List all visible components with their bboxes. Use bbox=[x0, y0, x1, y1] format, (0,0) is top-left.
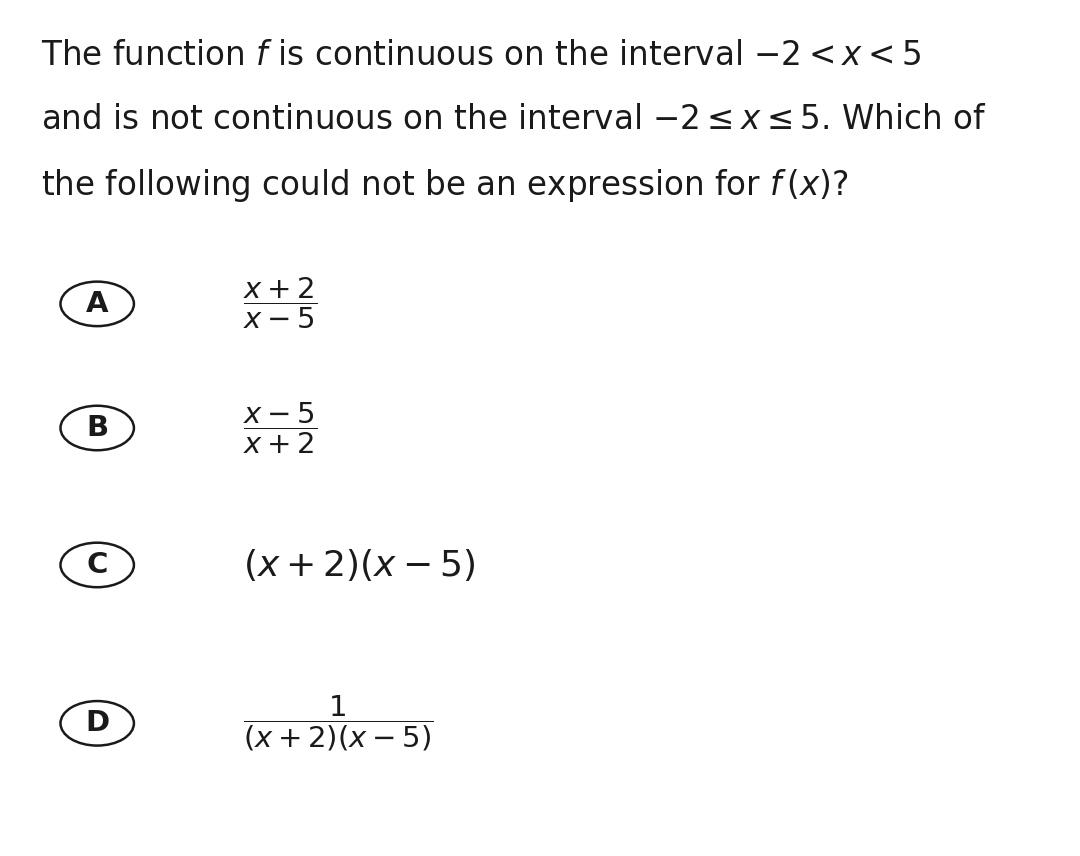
Text: and is not continuous on the interval $-2 \leq x \leq 5$. Which of: and is not continuous on the interval $-… bbox=[41, 103, 986, 136]
Text: $(x+2)(x-5)$: $(x+2)(x-5)$ bbox=[243, 547, 475, 583]
Text: The function $f$ is continuous on the interval $-2 < x < 5$: The function $f$ is continuous on the in… bbox=[41, 39, 921, 72]
Text: the following could not be an expression for $f\,(x)$?: the following could not be an expression… bbox=[41, 167, 848, 204]
Text: B: B bbox=[86, 414, 108, 442]
Text: $\dfrac{x-5}{x+2}$: $\dfrac{x-5}{x+2}$ bbox=[243, 401, 318, 455]
Text: D: D bbox=[85, 710, 109, 737]
Text: A: A bbox=[86, 290, 108, 318]
Text: C: C bbox=[86, 551, 108, 579]
Text: $\dfrac{1}{(x+2)(x-5)}$: $\dfrac{1}{(x+2)(x-5)}$ bbox=[243, 693, 433, 753]
Text: $\dfrac{x+2}{x-5}$: $\dfrac{x+2}{x-5}$ bbox=[243, 276, 318, 331]
